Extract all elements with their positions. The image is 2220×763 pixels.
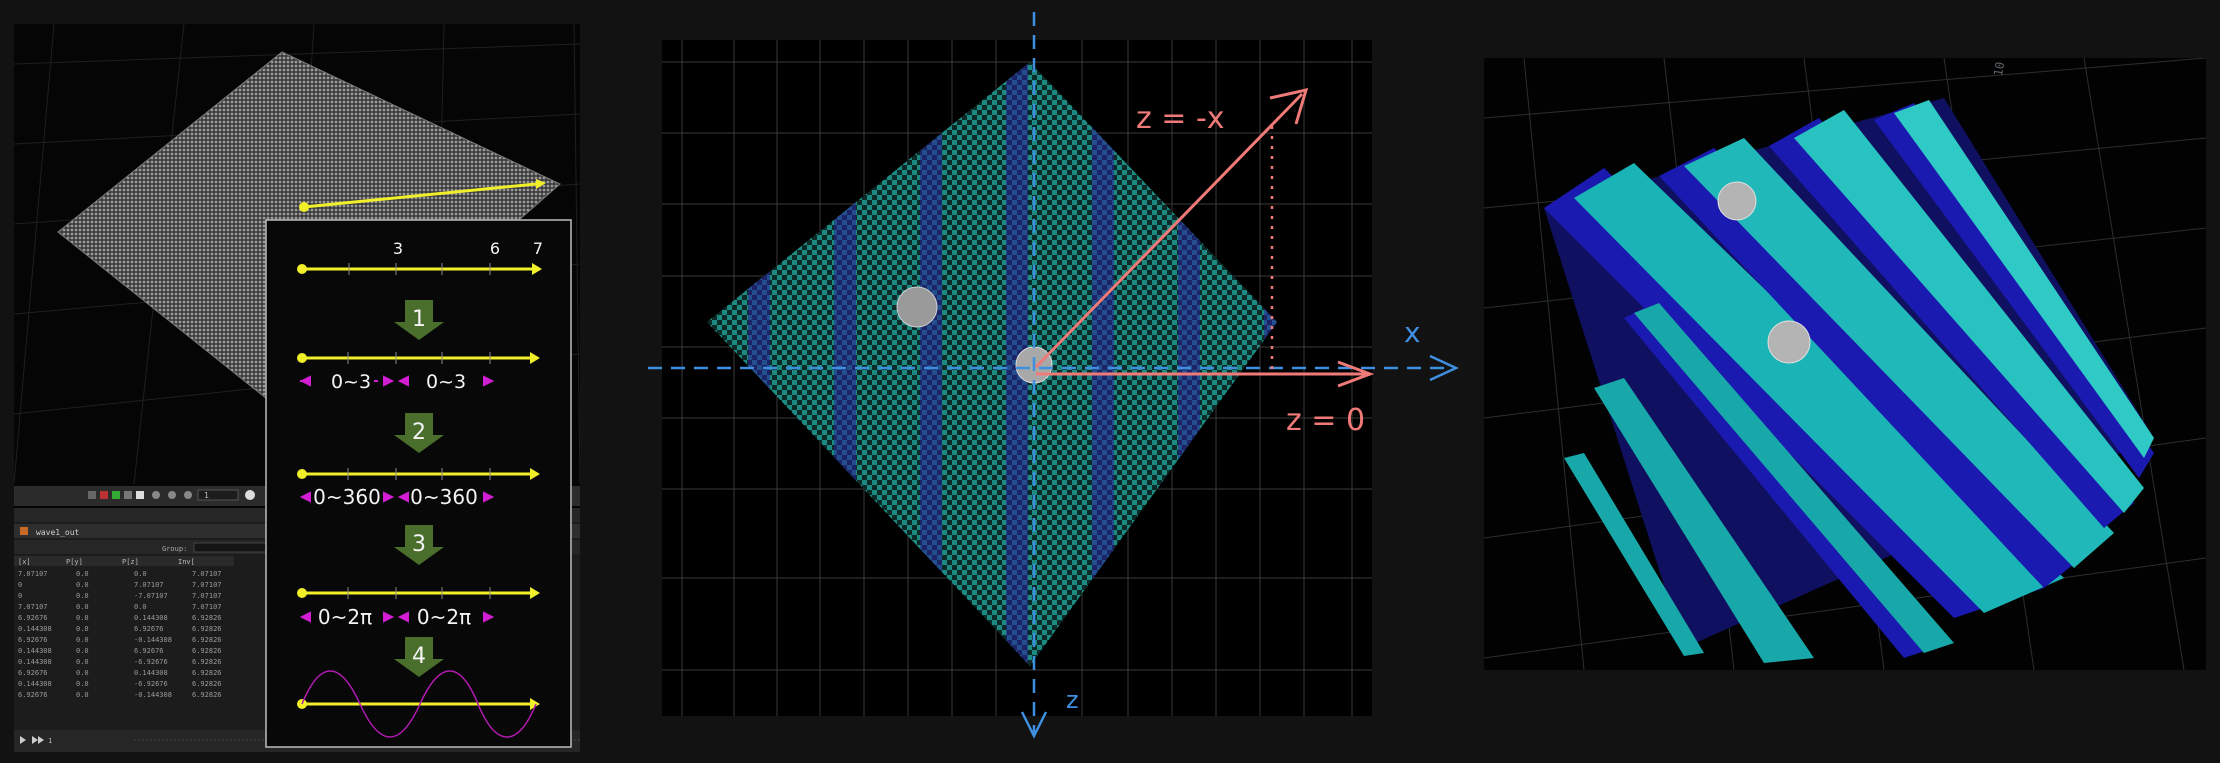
table-cell: -0.144308 <box>134 691 172 699</box>
tick-label-7: 7 <box>533 239 543 258</box>
table-row: 7.07107 0.0 0.0 7.07107 <box>18 603 250 611</box>
top-view-panel <box>662 40 1372 716</box>
table-cell: 0.0 <box>76 647 89 655</box>
table-cell: 7.07107 <box>192 581 222 589</box>
toolbar-frame-value[interactable]: 1 <box>204 491 209 500</box>
table-cell: 0 <box>18 581 23 589</box>
table-cell: 0.0 <box>76 691 89 699</box>
table-cell: 0.144308 <box>18 658 52 666</box>
node-name[interactable]: wave1_out <box>36 528 80 537</box>
table-cell: 6.92826 <box>192 625 222 633</box>
play-icon[interactable] <box>20 736 26 744</box>
svg-text:Inv[: Inv[ <box>178 558 195 566</box>
table-cell: 0.0 <box>76 570 89 578</box>
table-cell: 6.92676 <box>134 647 164 655</box>
houdini-viewport-panel: 1 wave1_out Group: [x] P[y] P[z] Inv[ 1 <box>14 24 580 752</box>
table-cell: 0.0 <box>76 625 89 633</box>
table-row: 0.144308 0.0 6.92676 6.92826 <box>18 625 250 633</box>
perspective-svg <box>1484 58 2206 670</box>
table-cell: 6.92826 <box>192 680 222 688</box>
table-cell: 0.0 <box>76 581 89 589</box>
left-viewport-svg: 1 wave1_out Group: [x] P[y] P[z] Inv[ 1 <box>14 24 580 752</box>
table-cell: -6.92676 <box>134 658 168 666</box>
table-cell: 0.0 <box>76 592 89 600</box>
grid-number-label: 10 <box>1990 60 2007 78</box>
wave-stripes <box>707 62 1277 666</box>
sphere-upper <box>1717 181 1757 221</box>
table-cell: 6.92826 <box>192 614 222 622</box>
table-cell: 0.144308 <box>134 669 168 677</box>
table-row: 6.92676 0.0 -0.144308 6.92826 <box>18 636 250 644</box>
sphere-origin <box>1015 346 1053 384</box>
step-line-0 <box>297 263 542 275</box>
perspective-view-panel: 10 <box>1484 58 2206 670</box>
table-cell: 0 <box>18 592 23 600</box>
table-row: 6.92676 0.0 -0.144308 6.92826 <box>18 691 250 699</box>
table-cell: 7.07107 <box>134 581 164 589</box>
table-cell: 0.0 <box>134 570 147 578</box>
table-row: 0.144308 0.0 6.92676 6.92826 <box>18 647 250 655</box>
table-cell: 0.144308 <box>18 680 52 688</box>
table-cell: -7.07107 <box>134 592 168 600</box>
table-cell: 6.92826 <box>192 691 222 699</box>
table-cell: 0.0 <box>76 603 89 611</box>
table-cell: -6.92676 <box>134 680 168 688</box>
tick-label-3: 3 <box>393 239 403 258</box>
table-cell: 0.144308 <box>134 614 168 622</box>
table-row: 0 0.0 7.07107 7.07107 <box>18 581 250 589</box>
table-cell: 0.0 <box>76 658 89 666</box>
table-cell: 6.92676 <box>134 625 164 633</box>
step-forward-icon[interactable] <box>32 736 38 744</box>
timeline-frame[interactable]: 1 <box>48 737 52 745</box>
table-cell: 6.92826 <box>192 647 222 655</box>
table-cell: 7.07107 <box>192 592 222 600</box>
table-row: 6.92676 0.0 0.144308 6.92826 <box>18 614 250 622</box>
table-cell: 7.07107 <box>18 603 48 611</box>
table-cell: 6.92676 <box>18 691 48 699</box>
toolbar-icons <box>88 489 255 501</box>
tick-label-6: 6 <box>490 239 500 258</box>
table-cell: 7.07107 <box>192 603 222 611</box>
table-cell: 0.0 <box>134 603 147 611</box>
table-cell: -0.144308 <box>134 636 172 644</box>
plane-line-arrowhead <box>536 179 546 189</box>
table-cell: 0.0 <box>76 669 89 677</box>
table-row: 0 0.0 -7.07107 7.07107 <box>18 592 250 600</box>
table-cell: 6.92676 <box>18 669 48 677</box>
sphere-left <box>896 286 938 328</box>
x-axis-label: x <box>1404 316 1421 349</box>
table-cell: 0.0 <box>76 680 89 688</box>
table-row: 7.07107 0.0 0.0 7.07107 <box>18 570 250 578</box>
plane-line-start-dot <box>299 202 309 212</box>
table-row: 0.144308 0.0 -6.92676 6.92826 <box>18 680 250 688</box>
svg-text:P[y]: P[y] <box>66 558 83 566</box>
table-header: [x] P[y] P[z] Inv[ <box>18 558 195 566</box>
table-cell: 0.144308 <box>18 625 52 633</box>
table-cell: 6.92676 <box>18 636 48 644</box>
table-row: 0.144308 0.0 -6.92676 6.92826 <box>18 658 250 666</box>
table-cell: 0.0 <box>76 614 89 622</box>
table-cell: 0.0 <box>76 636 89 644</box>
wave-ridges <box>1544 100 2154 663</box>
x-axis-arrowhead <box>1429 354 1459 382</box>
table-cell: 6.92826 <box>192 669 222 677</box>
steps-diagram-box <box>265 219 572 748</box>
group-label: Group: <box>162 545 187 553</box>
svg-text:P[z]: P[z] <box>122 558 139 566</box>
top-view-svg <box>662 40 1372 716</box>
table-row: 6.92676 0.0 0.144308 6.92826 <box>18 669 250 677</box>
table-cell: 7.07107 <box>18 570 48 578</box>
plane-yellow-line <box>303 182 537 209</box>
node-icon <box>20 527 28 535</box>
table-cell: 0.144308 <box>18 647 52 655</box>
table-cell: 6.92676 <box>18 614 48 622</box>
table-cell: 6.92826 <box>192 658 222 666</box>
svg-text:[x]: [x] <box>18 558 31 566</box>
sphere-lower <box>1767 320 1811 364</box>
table-cell: 7.07107 <box>192 570 222 578</box>
table-cell: 6.92826 <box>192 636 222 644</box>
